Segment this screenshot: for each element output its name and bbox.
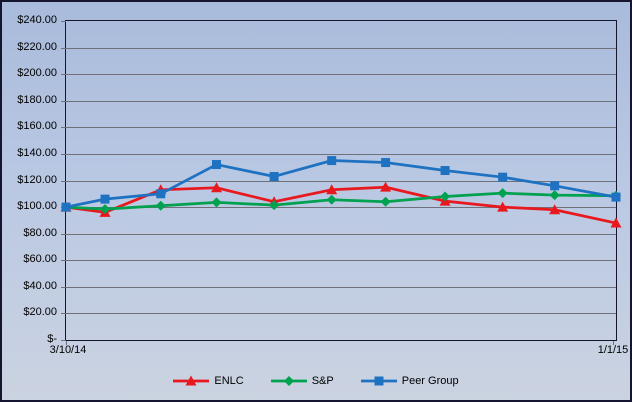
y-axis-tick: [61, 340, 66, 341]
square-marker: [440, 166, 450, 176]
square-marker: [269, 172, 279, 182]
series-line-enlc: [65, 185, 617, 225]
x-axis-tick-end: [613, 341, 614, 345]
diamond-marker: [380, 196, 391, 207]
gridline: [66, 286, 616, 288]
y-axis-label: $200.00: [17, 67, 57, 80]
square-marker: [381, 158, 391, 168]
y-axis-tick: [61, 153, 66, 155]
y-axis-label: $80.00: [23, 226, 57, 239]
y-axis-tick: [61, 127, 66, 129]
y-axis-label: $60.00: [23, 253, 57, 266]
x-axis-label-end: 1/1/15: [597, 344, 629, 356]
chart-legend: ENLC S&P Peer Group: [2, 375, 630, 387]
legend-swatch-peer-group-icon: [360, 376, 397, 386]
triangle-marker: [380, 181, 392, 192]
legend-item-sp: S&P: [270, 375, 334, 387]
square-marker: [212, 160, 222, 170]
gridline: [66, 233, 616, 235]
y-axis-tick: [61, 47, 66, 49]
legend-label-peer-group: Peer Group: [401, 375, 459, 387]
triangle-marker: [610, 217, 622, 228]
y-axis-tick: [61, 233, 66, 235]
y-axis-label: $220.00: [17, 40, 57, 53]
legend-item-enlc: ENLC: [173, 375, 244, 387]
gridline: [66, 47, 616, 49]
square-marker: [100, 194, 110, 204]
diamond-marker: [155, 200, 166, 211]
square-marker: [550, 181, 560, 191]
triangle-marker: [549, 204, 561, 215]
y-axis-tick: [61, 74, 66, 76]
diamond-marker: [549, 190, 560, 201]
gridline: [66, 100, 616, 102]
gridline: [66, 153, 616, 155]
y-axis-label: $180.00: [17, 93, 57, 106]
diamond-marker: [497, 188, 508, 199]
square-marker: [374, 376, 384, 386]
y-axis-tick: [61, 180, 66, 182]
y-axis-label: $120.00: [17, 173, 57, 186]
square-marker: [61, 202, 71, 212]
diamond-marker: [440, 191, 451, 202]
y-axis-tick: [61, 313, 66, 315]
gridline: [66, 180, 616, 182]
gridline: [66, 74, 616, 76]
y-axis-tick: [61, 260, 66, 262]
y-axis-label: $160.00: [17, 120, 57, 133]
diamond-marker: [211, 197, 222, 208]
gridline: [66, 260, 616, 262]
diamond-marker: [100, 204, 111, 215]
gridline: [66, 127, 616, 129]
diamond-marker: [283, 376, 294, 386]
x-axis-label-start: 3/10/14: [49, 344, 87, 356]
square-marker: [327, 156, 337, 166]
legend-item-peer-group: Peer Group: [360, 375, 459, 387]
y-axis-tick: [61, 100, 66, 102]
y-axis-tick: [61, 21, 66, 22]
series-plot-layer: [60, 156, 622, 228]
y-axis-tick: [61, 286, 66, 288]
diamond-marker: [269, 200, 280, 211]
gridline: [66, 207, 616, 209]
legend-label-enlc: ENLC: [214, 375, 244, 387]
y-axis-label: $-: [47, 333, 57, 345]
x-axis-tick-start: [66, 341, 67, 345]
square-marker: [156, 189, 166, 199]
legend-label-sp: S&P: [311, 375, 334, 387]
y-axis-label: $240.00: [17, 14, 57, 26]
square-marker: [611, 192, 621, 202]
triangle-marker: [497, 201, 509, 212]
square-marker: [498, 172, 508, 182]
diamond-marker: [326, 194, 337, 205]
y-axis-label: $140.00: [17, 146, 57, 159]
legend-swatch-enlc-icon: [173, 375, 210, 386]
triangle-marker: [185, 375, 197, 386]
y-axis-label: $100.00: [17, 200, 57, 213]
triangle-marker: [326, 184, 338, 195]
y-axis-label: $20.00: [23, 306, 57, 319]
y-axis-label: $40.00: [23, 279, 57, 292]
triangle-marker: [211, 182, 223, 193]
gridline: [66, 313, 616, 315]
legend-swatch-sp-icon: [270, 376, 307, 386]
